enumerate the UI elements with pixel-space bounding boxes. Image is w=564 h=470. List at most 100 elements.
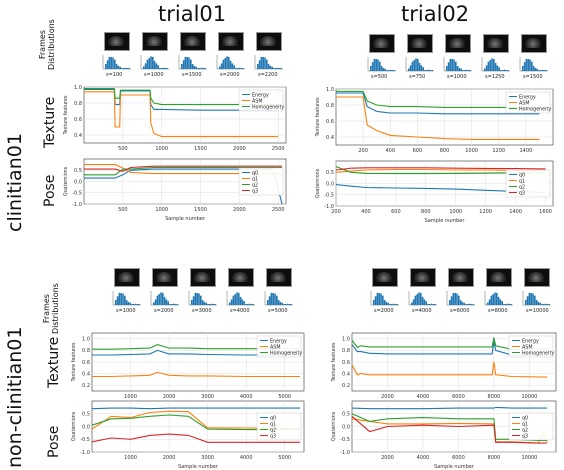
histogram-bar bbox=[459, 300, 462, 305]
histogram-bar bbox=[222, 59, 225, 69]
x-tick-label: 400 bbox=[361, 209, 371, 215]
histogram-bar bbox=[209, 304, 211, 305]
histogram-bar bbox=[191, 300, 193, 305]
histogram-bar bbox=[411, 61, 414, 71]
series-line-q2 bbox=[335, 166, 546, 175]
x-tick-label: 8000 bbox=[488, 394, 501, 400]
legend-label: q0 bbox=[522, 415, 528, 421]
histogram-bar bbox=[240, 68, 243, 69]
histogram-bar bbox=[450, 296, 453, 305]
histogram-bar bbox=[522, 66, 524, 71]
ultrasound-image bbox=[118, 272, 134, 282]
histogram-bar bbox=[430, 303, 433, 305]
series-line-homogeneity bbox=[336, 90, 540, 108]
histogram-bar bbox=[235, 67, 237, 69]
histogram-bar bbox=[214, 304, 216, 305]
histogram-bar bbox=[546, 304, 549, 305]
frames-distributions-label-2: Frames Distributions bbox=[42, 283, 60, 334]
histogram-bar bbox=[198, 293, 200, 305]
frame-thumbnail bbox=[152, 268, 178, 287]
histogram-bar bbox=[382, 295, 384, 305]
frame-thumbnail bbox=[372, 268, 398, 287]
histogram-bar bbox=[451, 59, 453, 71]
y-tick-label: 0.4 bbox=[74, 133, 82, 139]
x-tick-label: 2000 bbox=[381, 394, 394, 400]
histogram-bar bbox=[375, 59, 377, 71]
histogram-bar bbox=[264, 57, 266, 69]
histogram-bar bbox=[236, 292, 238, 305]
ultrasound-image bbox=[487, 38, 503, 48]
histogram-bar bbox=[232, 295, 235, 305]
frame-sample-label: s=8000 bbox=[488, 308, 508, 314]
frame-thumbnail bbox=[104, 32, 130, 51]
x-tick-label: 4000 bbox=[240, 455, 253, 461]
histogram-bar bbox=[449, 300, 451, 305]
histogram-bar bbox=[388, 70, 390, 71]
texture-chart-n1t1: 1000 2000 3000 4000 5000 0.2 0.4 0.6 0.8 1.0 Energ… bbox=[71, 332, 305, 400]
frames-label-line2: Distributions bbox=[47, 19, 56, 70]
x-tick-label: 10000 bbox=[521, 394, 537, 400]
frame-sample-label: s=1500 bbox=[523, 74, 543, 80]
histogram-bar bbox=[487, 302, 489, 305]
histogram-bar bbox=[172, 303, 175, 305]
histogram-bar bbox=[159, 67, 161, 69]
y-tick-label: -0.5 bbox=[72, 191, 82, 197]
histogram-bar bbox=[176, 304, 178, 305]
histogram-bar bbox=[493, 58, 495, 71]
histogram-bar bbox=[373, 300, 375, 305]
x-tick-label: 1500 bbox=[194, 207, 207, 213]
histogram-bar bbox=[283, 304, 285, 305]
histogram-bar bbox=[431, 70, 433, 71]
frame-thumbnail bbox=[486, 268, 512, 287]
y-tick-label: 1.0 bbox=[82, 337, 90, 343]
series-line-asm bbox=[92, 371, 301, 378]
series-line-homogeneity bbox=[84, 88, 279, 106]
texture-chart-c1t1: 500 1000 1500 2000 2500 0.4 0.6 0.8 1.0 EnergyASM… bbox=[63, 85, 287, 152]
series-line-q3 bbox=[335, 167, 546, 171]
histogram-bar bbox=[165, 299, 168, 305]
histogram-bar bbox=[188, 57, 190, 69]
histogram-bar bbox=[157, 65, 159, 69]
histogram-bar bbox=[543, 304, 545, 305]
histogram-bar bbox=[273, 68, 275, 69]
frame-thumbnail bbox=[228, 268, 254, 287]
histogram-bar bbox=[112, 57, 114, 69]
histogram-bar bbox=[427, 303, 429, 305]
histogram-bar bbox=[373, 58, 376, 71]
histogram-bar bbox=[186, 57, 188, 69]
histogram-bar bbox=[377, 59, 379, 71]
histogram-bar bbox=[505, 70, 508, 71]
ultrasound-image bbox=[414, 272, 430, 282]
histogram-bar bbox=[163, 296, 166, 305]
histogram-bar bbox=[485, 65, 488, 71]
histogram-bar bbox=[276, 67, 279, 69]
x-tick-label: 1400 bbox=[509, 209, 522, 215]
intensity-histogram bbox=[367, 57, 396, 72]
series-line-energy bbox=[336, 92, 540, 115]
histogram-bar bbox=[120, 293, 122, 305]
histogram-bar bbox=[418, 292, 420, 305]
x-tick-label: 3000 bbox=[201, 455, 214, 461]
histogram-bar bbox=[490, 295, 493, 305]
frame-sample-label: s=6000 bbox=[450, 308, 470, 314]
histogram-bar bbox=[463, 302, 465, 305]
frame-sample-label: s=2000 bbox=[154, 308, 174, 314]
histogram-bar bbox=[128, 68, 130, 69]
x-axis-label: Sample number bbox=[425, 218, 466, 224]
histogram-bar bbox=[262, 57, 264, 69]
legend-label: q1 bbox=[522, 421, 528, 427]
legend-label: q0 bbox=[519, 172, 525, 178]
histogram-bar bbox=[277, 300, 280, 305]
histogram-bar bbox=[226, 56, 228, 69]
frame-thumbnail bbox=[407, 34, 433, 53]
histogram-bar bbox=[391, 304, 393, 305]
histogram-bar bbox=[274, 293, 276, 305]
histogram-bar bbox=[136, 304, 139, 305]
histogram-bar bbox=[424, 69, 426, 71]
histogram-bar bbox=[456, 66, 459, 71]
histogram-bar bbox=[162, 67, 165, 69]
histogram-bar bbox=[229, 302, 231, 305]
series-line-q3 bbox=[351, 415, 548, 444]
ultrasound-image bbox=[146, 36, 162, 46]
x-tick-label: 6000 bbox=[452, 394, 465, 400]
